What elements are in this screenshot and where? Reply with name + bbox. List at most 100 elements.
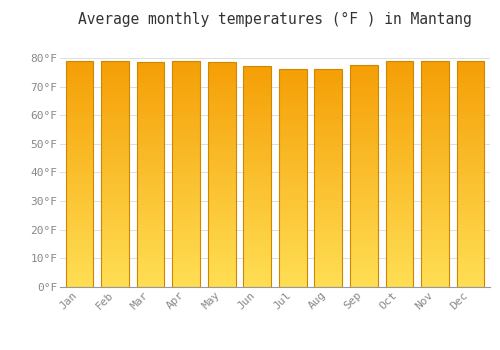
Bar [279, 249, 306, 252]
Bar [244, 279, 271, 281]
Bar [279, 96, 306, 99]
Bar [386, 273, 413, 276]
Bar [421, 228, 449, 231]
Bar [421, 199, 449, 202]
Bar [314, 148, 342, 150]
Bar [66, 225, 94, 228]
Bar [208, 205, 236, 208]
Bar [172, 101, 200, 104]
Bar [350, 126, 378, 129]
Bar [137, 197, 164, 200]
Bar [350, 151, 378, 154]
Bar [421, 183, 449, 186]
Bar [279, 71, 306, 74]
Bar [456, 61, 484, 287]
Bar [137, 68, 164, 70]
Bar [66, 146, 94, 149]
Bar [421, 104, 449, 106]
Bar [386, 129, 413, 132]
Bar [421, 219, 449, 222]
Bar [244, 66, 271, 287]
Bar [208, 93, 236, 96]
Bar [421, 202, 449, 205]
Bar [386, 78, 413, 81]
Bar [386, 124, 413, 126]
Bar [137, 194, 164, 197]
Bar [244, 215, 271, 218]
Bar [350, 68, 378, 71]
Bar [456, 281, 484, 284]
Bar [66, 231, 94, 233]
Bar [386, 152, 413, 154]
Bar [386, 265, 413, 267]
Bar [421, 143, 449, 146]
Bar [386, 270, 413, 273]
Bar [279, 268, 306, 271]
Bar [456, 143, 484, 146]
Bar [66, 174, 94, 177]
Bar [279, 85, 306, 88]
Bar [172, 78, 200, 81]
Bar [66, 154, 94, 157]
Bar [386, 172, 413, 174]
Bar [101, 140, 129, 143]
Bar [386, 205, 413, 208]
Bar [244, 105, 271, 107]
Bar [279, 69, 306, 287]
Bar [172, 199, 200, 202]
Bar [386, 194, 413, 197]
Bar [386, 126, 413, 129]
Bar [421, 177, 449, 180]
Bar [314, 199, 342, 202]
Bar [137, 166, 164, 169]
Bar [314, 142, 342, 145]
Bar [314, 101, 342, 104]
Bar [101, 106, 129, 109]
Bar [421, 211, 449, 214]
Bar [279, 197, 306, 199]
Bar [244, 83, 271, 85]
Bar [314, 118, 342, 120]
Bar [66, 149, 94, 152]
Bar [350, 259, 378, 262]
Bar [279, 260, 306, 262]
Bar [208, 242, 236, 245]
Bar [66, 76, 94, 78]
Bar [421, 256, 449, 259]
Bar [314, 273, 342, 276]
Bar [314, 197, 342, 199]
Bar [314, 123, 342, 126]
Bar [279, 191, 306, 194]
Bar [101, 118, 129, 121]
Bar [137, 70, 164, 73]
Bar [386, 132, 413, 135]
Bar [456, 256, 484, 259]
Bar [279, 90, 306, 93]
Bar [101, 267, 129, 270]
Bar [137, 183, 164, 186]
Bar [279, 128, 306, 131]
Bar [66, 281, 94, 284]
Bar [456, 169, 484, 172]
Bar [456, 90, 484, 92]
Bar [386, 67, 413, 70]
Bar [137, 200, 164, 203]
Bar [350, 148, 378, 151]
Bar [137, 155, 164, 158]
Bar [101, 81, 129, 84]
Bar [244, 93, 271, 96]
Bar [421, 61, 449, 287]
Bar [101, 124, 129, 126]
Bar [244, 229, 271, 232]
Bar [101, 208, 129, 211]
Bar [137, 250, 164, 253]
Bar [137, 146, 164, 149]
Bar [421, 73, 449, 76]
Bar [314, 145, 342, 148]
Bar [101, 265, 129, 267]
Bar [101, 101, 129, 104]
Bar [208, 62, 236, 65]
Bar [101, 73, 129, 76]
Bar [386, 256, 413, 259]
Bar [172, 247, 200, 250]
